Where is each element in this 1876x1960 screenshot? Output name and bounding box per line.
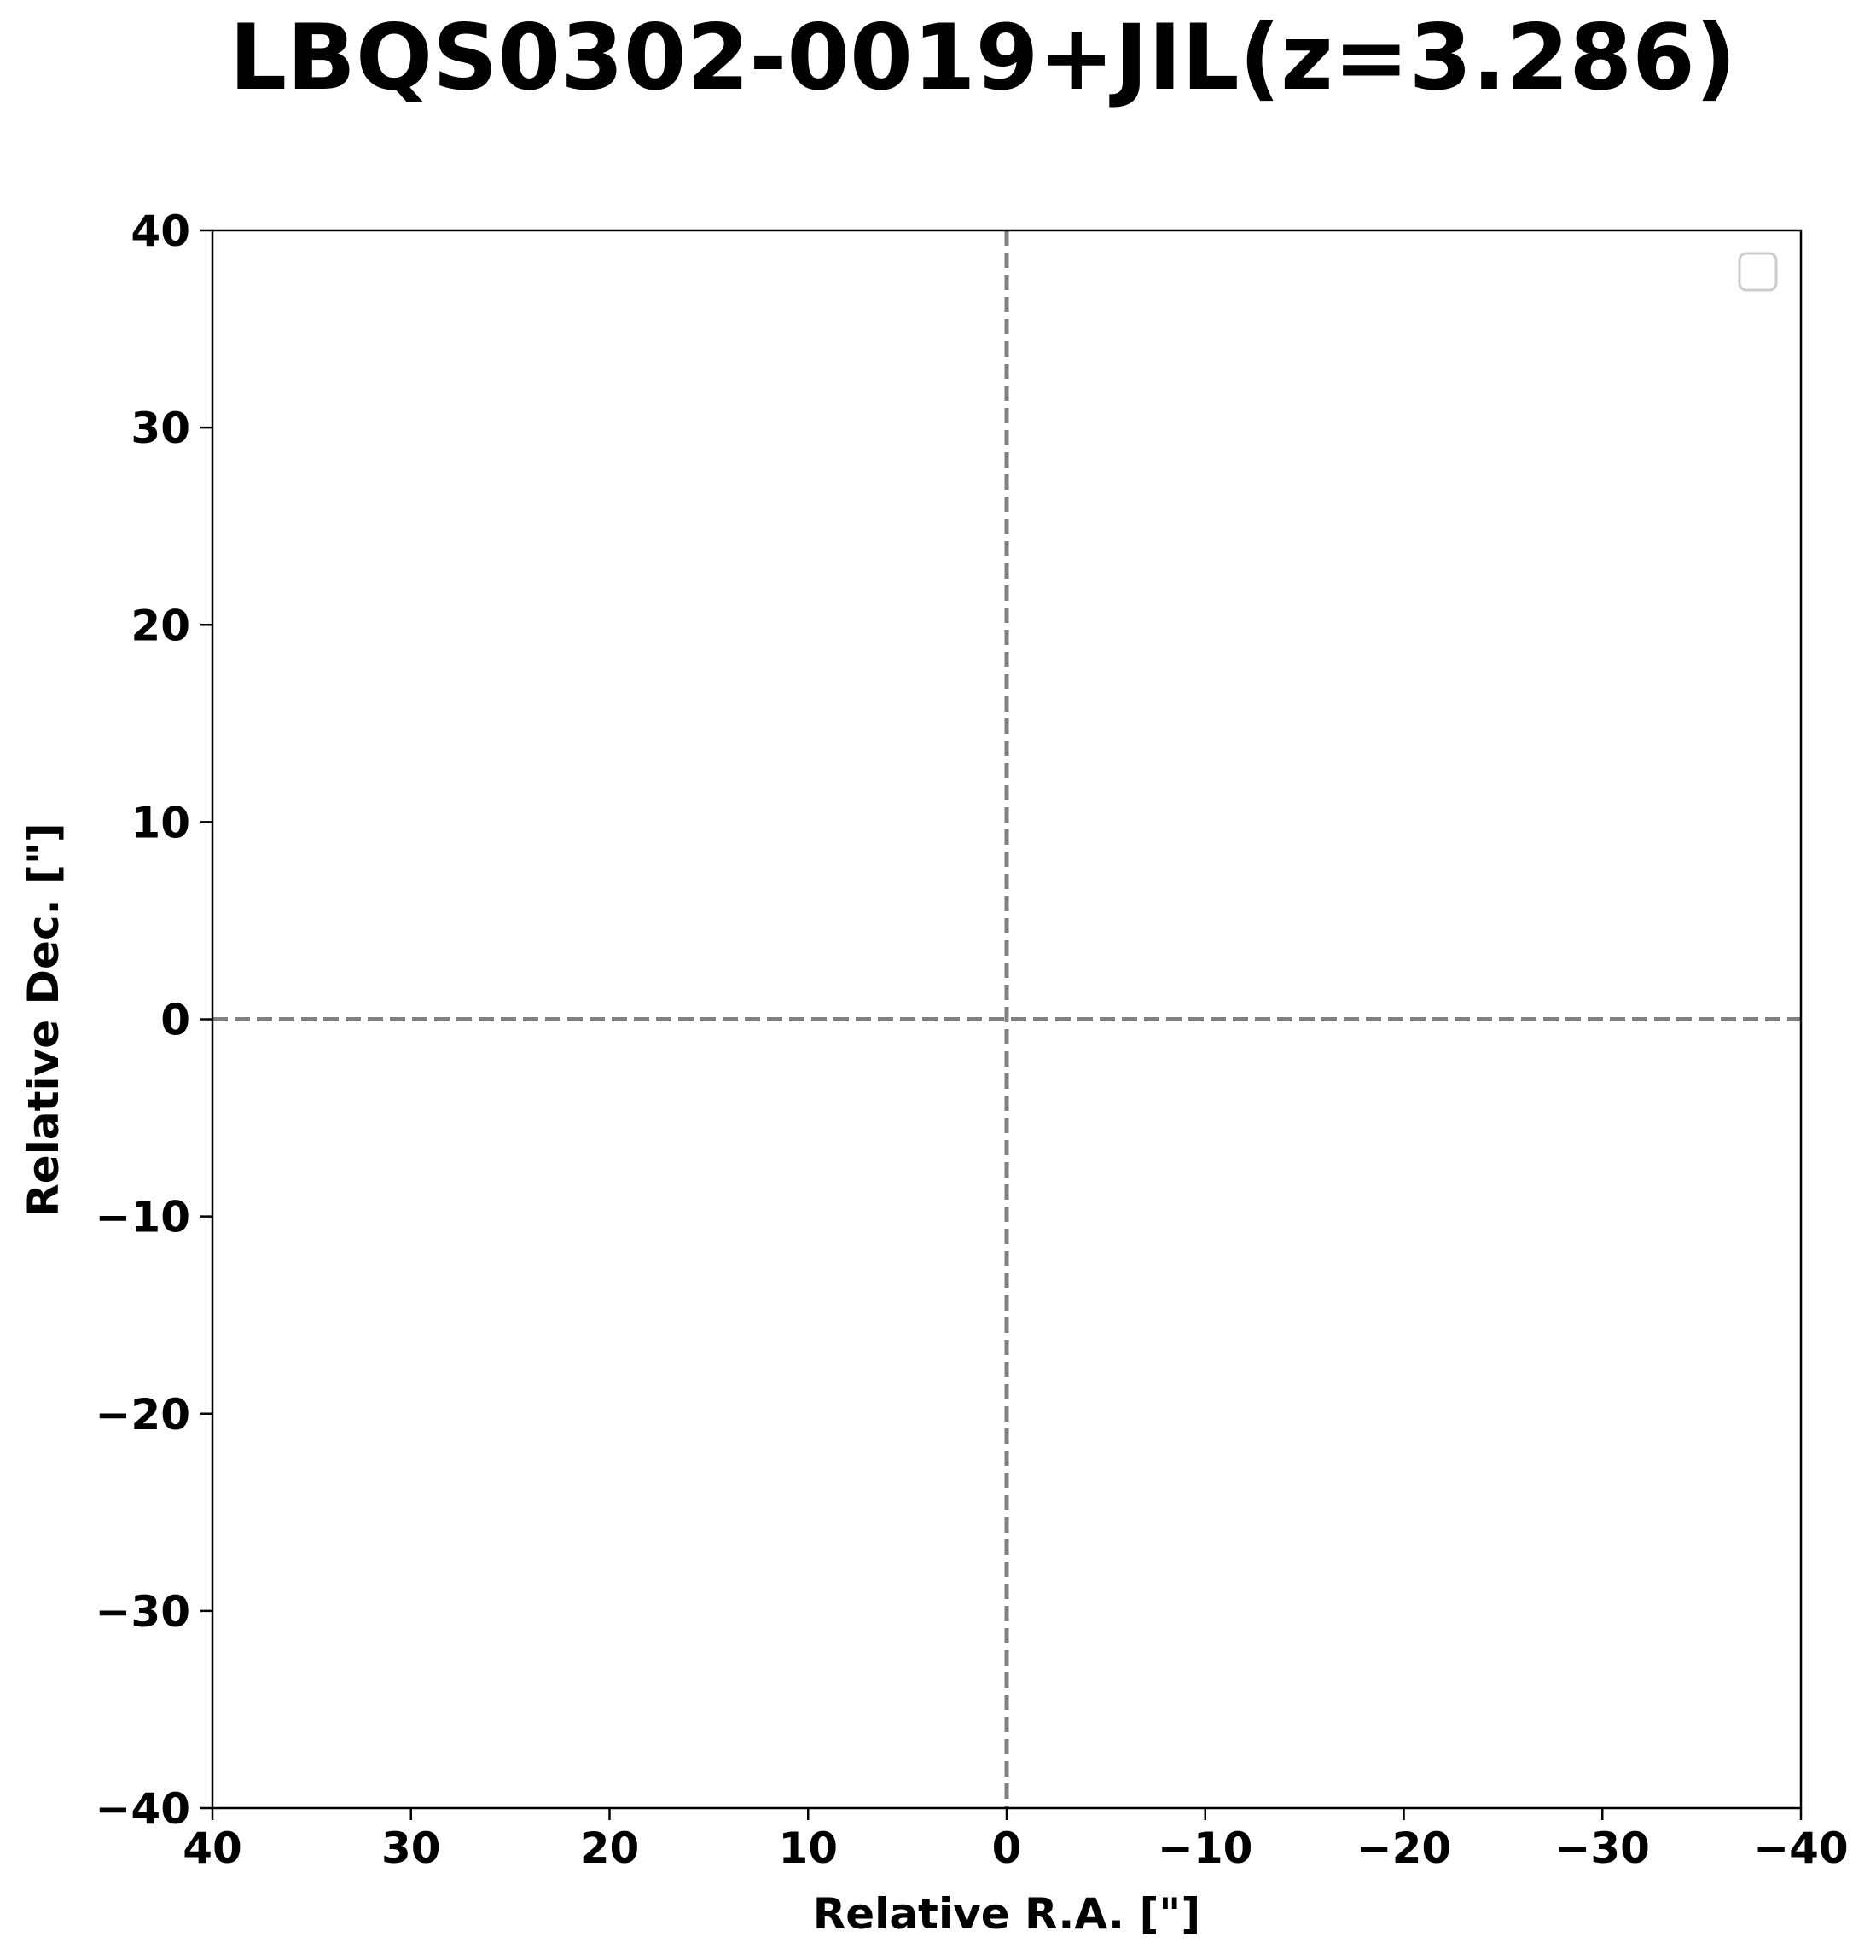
x-tick-label: 20 <box>580 1823 640 1873</box>
reference-lines <box>212 230 1801 1808</box>
legend-box <box>1738 252 1778 292</box>
x-tick-label: −20 <box>1356 1823 1451 1873</box>
y-tick-label: −20 <box>96 1390 190 1439</box>
y-tick-label: 0 <box>160 996 190 1045</box>
x-tick-label: −40 <box>1753 1823 1848 1873</box>
y-axis-label: Relative Dec. ["] <box>19 823 68 1216</box>
x-tick-label: 0 <box>992 1823 1022 1873</box>
x-axis-ticks: 40 30 20 10 0 −10 −20 −30 −40 <box>183 1808 1849 1873</box>
x-axis-label: Relative R.A. ["] <box>813 1889 1200 1939</box>
chart-title: LBQS0302-0019+JIL(z=3.286) <box>229 5 1737 110</box>
x-tick-label: −10 <box>1158 1823 1252 1873</box>
y-tick-label: 10 <box>131 798 190 847</box>
y-tick-label: −30 <box>96 1587 190 1637</box>
y-tick-label: 20 <box>131 601 190 650</box>
x-tick-label: 10 <box>778 1823 838 1873</box>
y-axis-ticks: 40 30 20 10 0 −10 −20 −30 −40 <box>96 206 212 1834</box>
x-tick-label: −30 <box>1555 1823 1650 1873</box>
x-tick-label: 30 <box>381 1823 441 1873</box>
y-tick-label: −40 <box>96 1784 190 1834</box>
y-tick-label: 40 <box>131 206 190 256</box>
y-tick-label: 30 <box>131 404 190 453</box>
y-tick-label: −10 <box>96 1193 190 1242</box>
x-tick-label: 40 <box>183 1823 242 1873</box>
